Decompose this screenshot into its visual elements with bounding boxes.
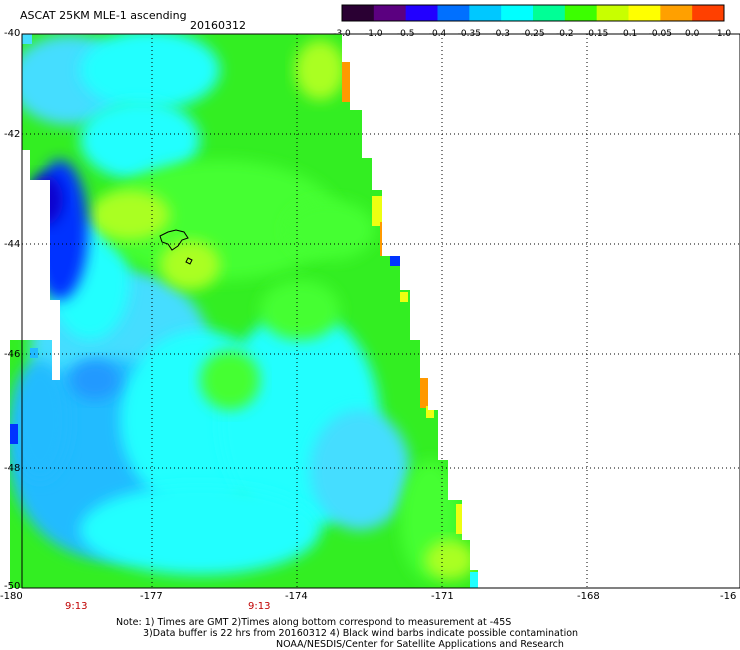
time-label-2: 9:13 [248,601,271,612]
colorbar-swatch [437,5,470,21]
longitude-label: -16 [720,591,737,602]
latitude-label: -50 [4,581,21,592]
product-date: 20160312 [190,19,246,32]
colorbar-swatch [469,5,502,21]
latitude-label: -46 [4,349,21,360]
longitude-label: -177 [140,591,163,602]
colorbar-swatch [533,5,566,21]
footnote-line-3: NOAA/NESDIS/Center for Satellite Applica… [276,639,564,650]
time-label-1: 9:13 [65,601,88,612]
wind-data-swath [10,34,478,588]
colorbar-swatch [342,5,375,21]
colorbar-swatch [692,5,725,21]
latitude-label: -40 [4,28,21,39]
colorbar-swatch [373,5,407,21]
colorbar-swatch [660,5,693,21]
longitude-label: -168 [577,591,600,602]
latitude-label: -44 [4,239,21,250]
colorbar-swatch [564,5,598,21]
longitude-label: -171 [431,591,454,602]
footnote-line-1: Note: 1) Times are GMT 2)Times along bot… [116,617,512,628]
colorbar-swatch [628,5,661,21]
chatham-islands-coastline [159,229,193,265]
map-frame [21,33,740,589]
longitude-label: -174 [285,591,308,602]
lat-lon-grid [22,34,740,588]
latitude-label: -42 [4,129,21,140]
product-title: ASCAT 25KM MLE-1 ascending [20,9,187,22]
footnote-line-2: 3)Data buffer is 22 hrs from 20160312 4)… [143,628,579,639]
latitude-label: -48 [4,463,21,474]
colorbar-swatch [405,5,438,21]
colorbar-swatch [596,5,629,21]
colorbar-swatch [501,5,534,21]
longitude-label: -180 [0,591,23,602]
